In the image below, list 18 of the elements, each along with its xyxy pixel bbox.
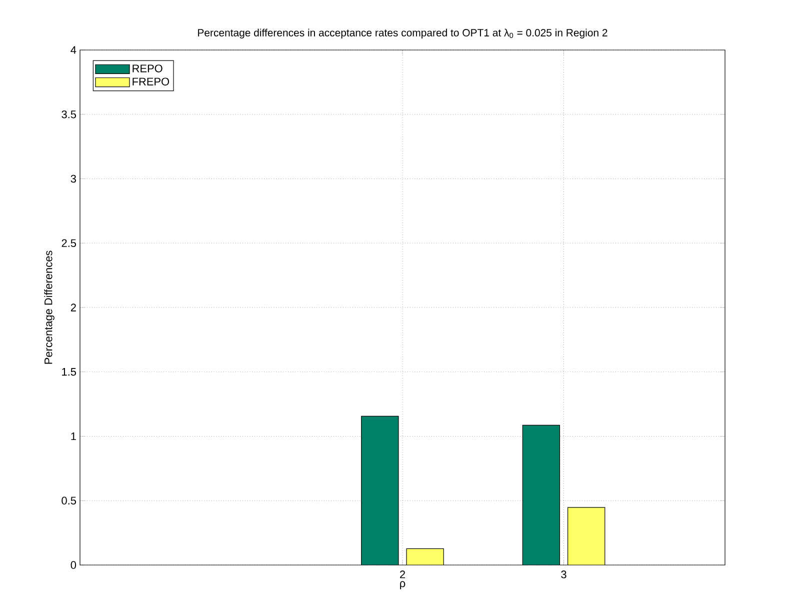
legend-label: FREPO	[132, 78, 170, 86]
y-axis-title: Percentage Differences	[44, 250, 54, 364]
y-tick-label: 2.5	[62, 239, 76, 247]
y-tick-label: 3	[70, 174, 76, 183]
bar	[567, 507, 606, 565]
y-tick-label: 0	[70, 561, 76, 569]
bar	[406, 548, 444, 565]
bar	[361, 416, 399, 565]
y-tick-label: 2	[70, 304, 76, 312]
bar	[522, 424, 560, 565]
y-tick-label: 1.5	[62, 368, 76, 376]
y-tick-label: 3.5	[62, 110, 76, 118]
y-tick-label: 1	[71, 432, 76, 440]
y-tick-label: 0.5	[62, 496, 76, 505]
chart-title: Percentage differences in acceptance rates compared to OPT1 at λ$_{0}$ = 0.025 in Region 2	[198, 28, 608, 38]
x-axis-title: ρ	[400, 581, 406, 590]
legend-label: REPO	[132, 64, 162, 72]
y-tick-label: 4	[70, 46, 76, 54]
